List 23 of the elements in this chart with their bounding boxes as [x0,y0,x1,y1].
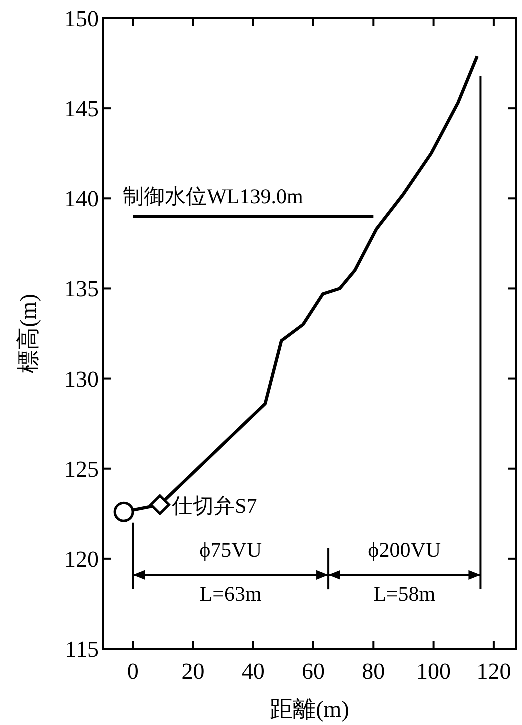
annotation: L=58m [374,582,436,606]
y-tick-label: 140 [64,186,99,212]
x-tick-label: 40 [242,659,265,684]
annotation: 仕切弁S7 [171,494,258,518]
x-tick-label: 0 [127,659,139,684]
y-tick-label: 145 [64,96,99,122]
x-tick-label: 100 [416,659,452,684]
y-tick-label: 135 [64,276,99,302]
annotation: ϕ75VU [200,538,262,562]
x-tick-label: 20 [182,659,205,684]
annotation: ϕ200VU [368,538,442,562]
x-tick-label: 120 [476,659,512,684]
x-axis-title: 距離(m) [270,697,350,722]
x-tick-label: 60 [302,659,326,684]
x-tick-label: 80 [362,659,386,684]
y-tick-label: 130 [64,366,99,392]
y-axis-title: 標高(m) [16,294,41,374]
y-tick-label: 125 [64,456,99,482]
annotation: L=63m [200,582,262,606]
y-tick-label: 120 [64,546,99,572]
y-tick-label: 150 [64,6,99,32]
y-tick-label: 115 [65,637,99,662]
annotation: 制御水位WL139.0m [123,184,304,209]
